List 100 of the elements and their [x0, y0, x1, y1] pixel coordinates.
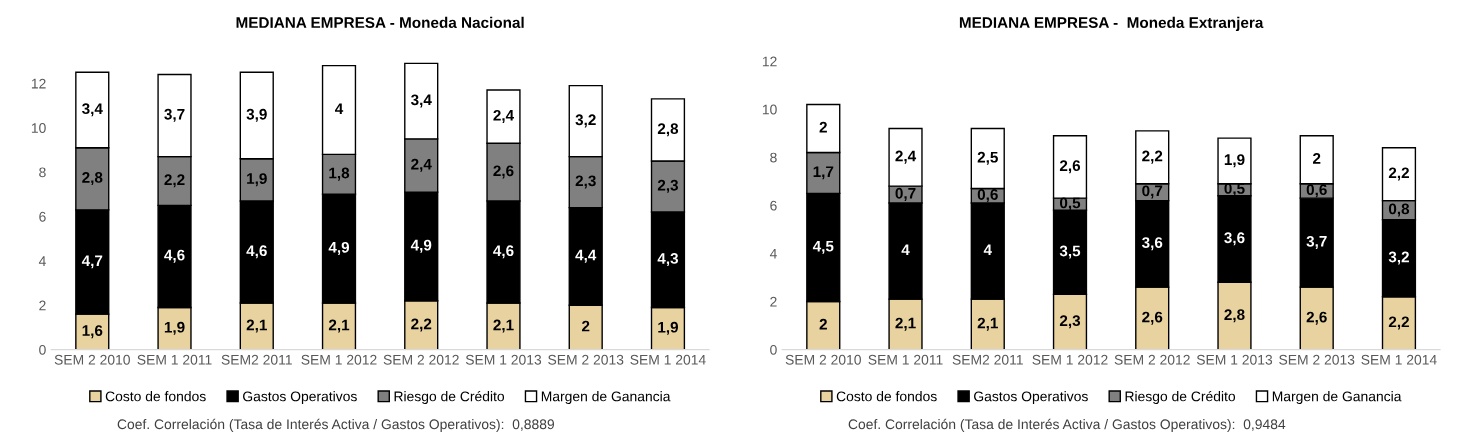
y-tick-label: 12 — [31, 78, 46, 89]
data-label: 4,3 — [657, 253, 679, 267]
data-label: 3,2 — [575, 114, 596, 128]
data-label: 2,6 — [1142, 311, 1163, 325]
y-tick-label: 4 — [38, 256, 46, 266]
data-label: 3,2 — [1388, 251, 1409, 265]
data-label: 2,8 — [1224, 309, 1245, 323]
data-label: 3,5 — [1059, 245, 1081, 259]
y-tick-label: 8 — [39, 167, 46, 178]
data-label: 4,4 — [575, 249, 597, 263]
data-label: 0,5 — [1059, 197, 1081, 211]
data-label: 4 — [901, 244, 910, 256]
text: Coef. Correlación (Tasa de Interés Activa / Gastos Operativos): 0,8889 — [117, 418, 555, 432]
data-label: 2,2 — [164, 174, 185, 188]
y-tick-label: 0 — [39, 344, 46, 355]
legend-label: Gastos Operativos — [243, 391, 357, 405]
data-label: 0,6 — [1306, 184, 1327, 198]
data-label: 2,1 — [895, 317, 916, 331]
y-tick-label: 0 — [770, 344, 777, 355]
chart-title: MEDIANA EMPRESA - Moneda Nacional — [236, 16, 524, 28]
data-label: 4 — [983, 244, 992, 256]
y-tick-label: 6 — [39, 211, 46, 222]
data-label: 2,1 — [493, 319, 514, 333]
y-tick-label: 4 — [769, 248, 777, 259]
y-tick-label: 10 — [762, 104, 777, 115]
data-label: 3,7 — [1306, 235, 1327, 249]
x-tick-label: SEM 2 2010 — [785, 354, 861, 365]
data-label: 3,6 — [1141, 237, 1163, 251]
x-tick-label: SEM 1 2014 — [1361, 354, 1437, 365]
data-label: 2 — [582, 320, 590, 332]
data-label: 0,8 — [1388, 203, 1410, 217]
data-label: 4,9 — [328, 241, 350, 255]
x-tick-label: SEM 2 2013 — [548, 354, 624, 365]
legend-label: Riesgo de Crédito — [1125, 390, 1236, 405]
data-label: 2,8 — [657, 123, 679, 137]
data-label: 4,5 — [812, 240, 834, 254]
data-label: 4,6 — [164, 249, 185, 263]
x-tick-label: SEM 1 2011 — [137, 354, 212, 365]
x-tick-label: SEM 1 2013 — [1196, 354, 1273, 365]
data-label: 0,7 — [895, 187, 916, 201]
x-tick-label: SEM2 2011 — [952, 354, 1023, 365]
y-tick-label: 2 — [39, 300, 46, 311]
data-label: 4,6 — [493, 245, 514, 259]
data-label: 0,7 — [1142, 185, 1163, 199]
data-label: 2,3 — [657, 179, 679, 193]
data-label: 4,6 — [246, 245, 267, 259]
data-label: 1,7 — [813, 166, 834, 180]
data-label: 1,8 — [329, 167, 350, 181]
data-label: 0,6 — [977, 189, 998, 203]
data-label: 1,9 — [1224, 154, 1245, 168]
data-label: 2,1 — [977, 317, 998, 331]
data-label: 2,2 — [1142, 150, 1163, 164]
data-label: 2,3 — [1059, 315, 1081, 329]
x-tick-label: SEM 1 2014 — [630, 354, 706, 365]
legend-label: Margen de Ganancia — [1272, 391, 1402, 405]
data-label: 2,1 — [328, 319, 350, 333]
legend-label: Costo de fondos — [105, 391, 206, 402]
x-tick-label: SEM2 2011 — [221, 354, 292, 365]
legend-label: Costo de fondos — [836, 391, 937, 402]
data-label: 2 — [819, 318, 827, 330]
chart-title: MEDIANA EMPRESA - Moneda Extranjera — [959, 16, 1264, 32]
y-tick-label: 10 — [31, 123, 46, 133]
x-tick-label: SEM 2 2013 — [1279, 354, 1355, 365]
data-label: 2,2 — [1388, 316, 1409, 330]
data-label: 2,4 — [411, 158, 432, 172]
data-label: 2,6 — [1059, 160, 1081, 174]
data-label: 2,6 — [493, 165, 514, 179]
data-label: 1,9 — [164, 321, 185, 335]
x-tick-label: SEM 2 2012 — [383, 354, 459, 365]
data-label: 2,8 — [82, 172, 103, 186]
data-label: 3,9 — [246, 108, 267, 122]
legend-label: Margen de Ganancia — [541, 391, 671, 405]
data-label: 2,4 — [493, 109, 515, 123]
y-tick-label: 2 — [770, 296, 777, 307]
x-tick-label: SEM 1 2011 — [868, 354, 943, 365]
data-label: 3,6 — [1224, 232, 1245, 246]
y-tick-label: 12 — [762, 56, 777, 67]
data-label: 2,4 — [895, 150, 917, 164]
data-label: 2,2 — [411, 318, 432, 332]
data-label: 4 — [334, 103, 344, 114]
x-tick-label: SEM 1 2012 — [1032, 354, 1108, 365]
text: Coef. Correlación (Tasa de Interés Activa / Gastos Operativos): 0,9484 — [848, 418, 1286, 432]
data-label: 2,5 — [977, 151, 998, 165]
y-tick-label: 8 — [770, 152, 777, 163]
data-label: 2,1 — [246, 319, 267, 333]
legend-label: Gastos Operativos — [974, 391, 1088, 405]
data-label: 1,9 — [658, 321, 678, 335]
x-tick-label: SEM 1 2013 — [465, 354, 542, 365]
data-label: 2 — [819, 121, 827, 133]
legend-label: Riesgo de Crédito — [394, 390, 505, 405]
x-tick-label: SEM 2 2010 — [54, 354, 130, 365]
data-label: 2,2 — [1388, 167, 1409, 181]
data-label: 3,4 — [82, 103, 103, 117]
data-label: 2,6 — [1306, 311, 1327, 325]
y-tick-label: 6 — [770, 200, 777, 211]
data-label: 3,4 — [410, 94, 432, 108]
data-label: 3,7 — [164, 108, 185, 122]
data-label: 1,9 — [247, 173, 267, 187]
data-label: 4,7 — [81, 255, 103, 269]
data-label: 2 — [1313, 153, 1321, 164]
